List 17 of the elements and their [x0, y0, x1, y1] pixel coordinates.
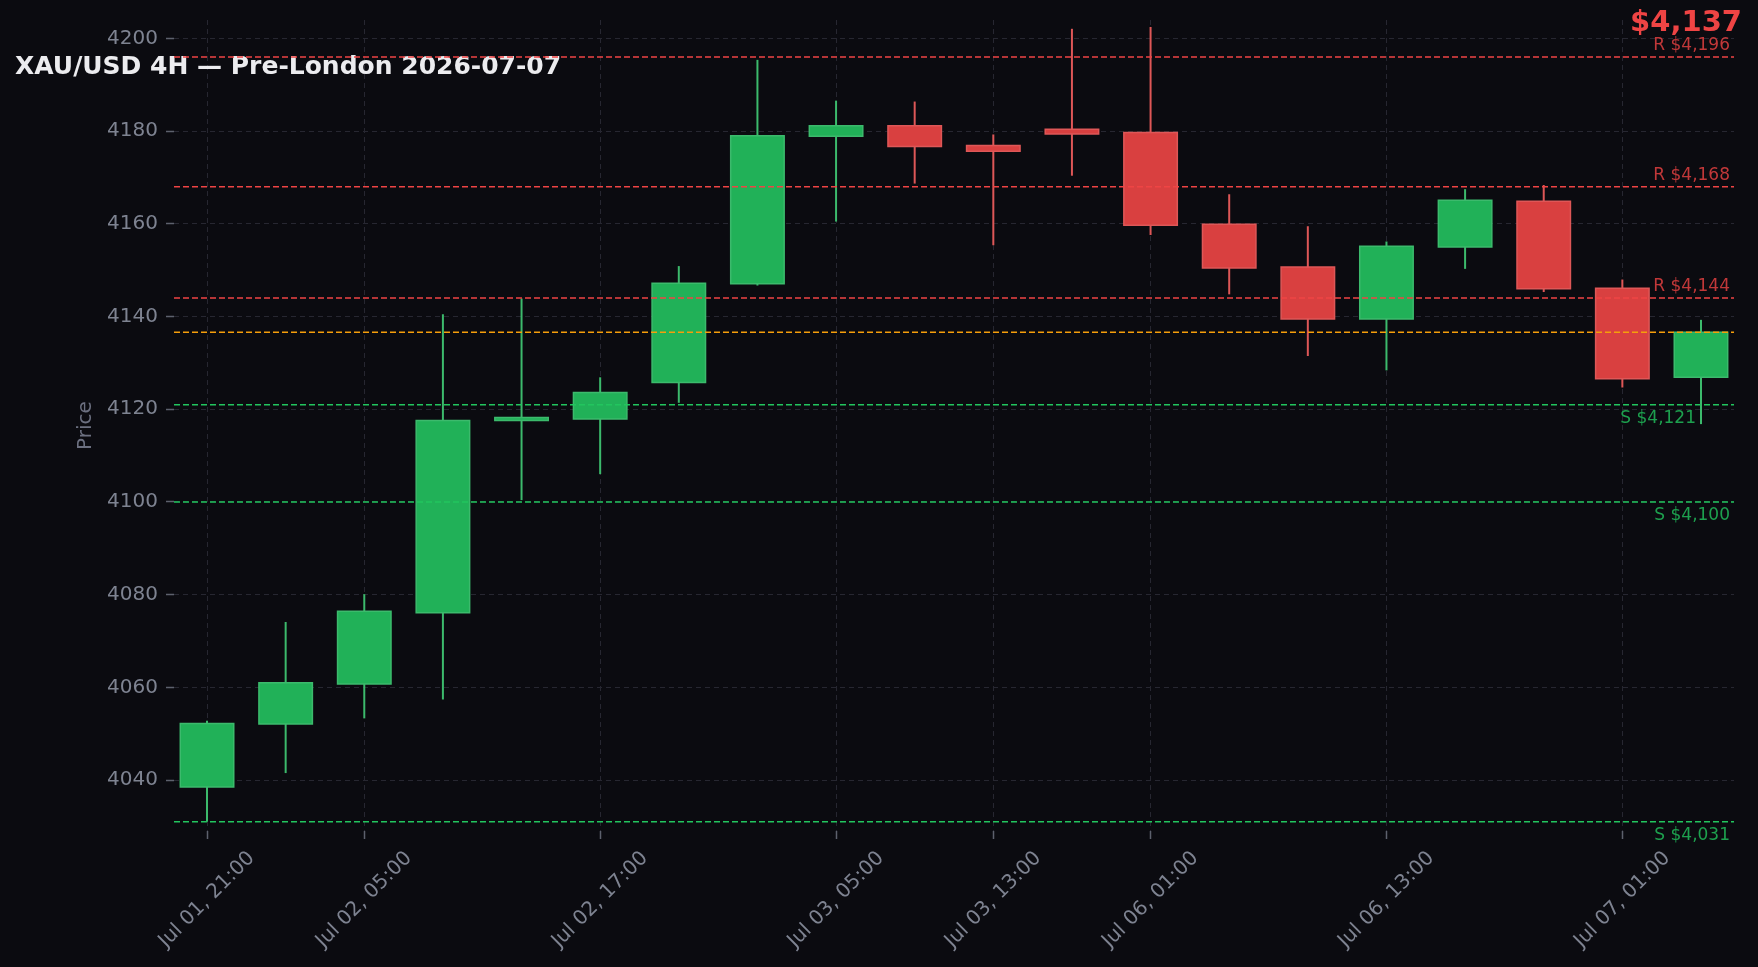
y-tick-label: 4160 — [107, 210, 158, 235]
ref-line-label: S $4,100 — [1654, 503, 1730, 524]
y-tick-label: 4100 — [107, 488, 158, 513]
ref-line-label: R $4,144 — [1653, 275, 1730, 296]
y-tick-label: 4180 — [107, 117, 158, 142]
y-tick-label: 4080 — [107, 580, 158, 605]
ref-line-label: S $4,121 — [1620, 406, 1696, 427]
y-axis-title: Price — [72, 401, 97, 450]
y-tick-label: 4200 — [107, 24, 158, 49]
y-tick-label: 4040 — [107, 766, 158, 791]
ref-line-label: R $4,168 — [1653, 163, 1730, 184]
y-tick-label: 4140 — [107, 302, 158, 327]
text: XAU/USD 4H — Pre-London 2026-07-07 — [15, 51, 562, 80]
y-tick-label: 4120 — [107, 395, 158, 420]
candlestick — [808, 99, 864, 223]
y-tick-label: 4060 — [107, 673, 158, 698]
ref-line-label: S $4,031 — [1654, 823, 1730, 844]
